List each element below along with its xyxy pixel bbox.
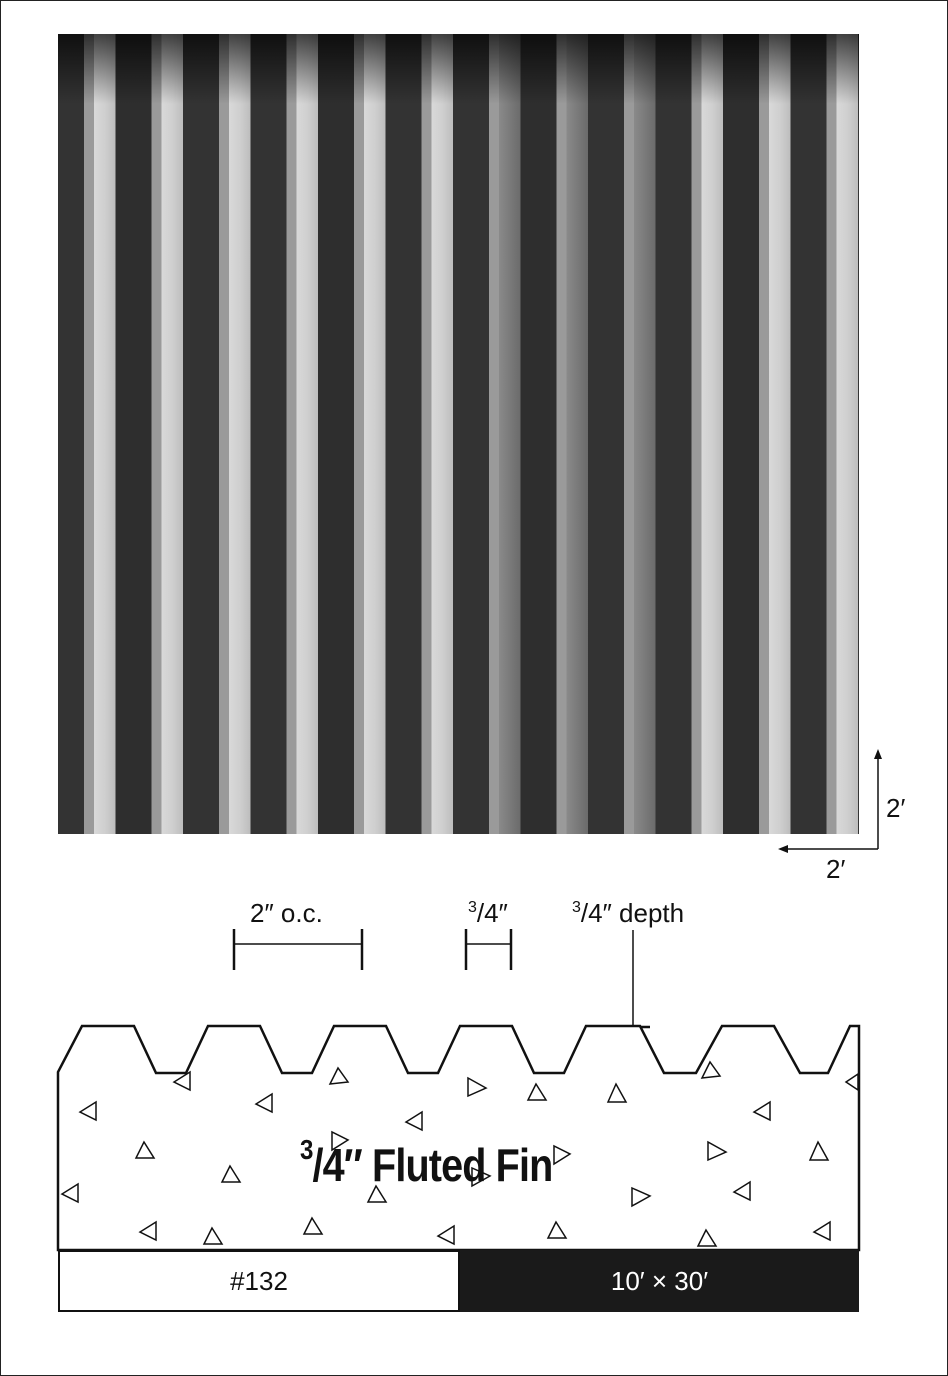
scale-arrows	[778, 749, 882, 853]
flute-face	[161, 34, 184, 834]
flute-groove	[385, 34, 422, 834]
flute-face	[566, 34, 589, 834]
texture-photo	[58, 34, 859, 834]
fluted-texture-image	[58, 34, 859, 834]
flute-face	[364, 34, 386, 834]
flute-side	[421, 34, 432, 834]
flute-groove	[250, 34, 287, 834]
flute-side	[556, 34, 567, 834]
flute-groove	[58, 34, 84, 834]
flute-face	[701, 34, 724, 834]
flute-face	[229, 34, 251, 834]
width-label: 3/4″	[468, 898, 508, 928]
title-text: /4″ Fluted Fin	[312, 1139, 554, 1191]
flute-side	[624, 34, 634, 834]
flute-groove	[453, 34, 489, 834]
flute-face	[836, 34, 859, 834]
flute-face	[499, 34, 521, 834]
flute-side	[354, 34, 364, 834]
flute-face	[769, 34, 791, 834]
spacing-label: 2″ o.c.	[250, 898, 323, 928]
flute-groove	[115, 34, 152, 834]
width-label-rest: /4″	[477, 898, 508, 928]
flute-groove	[318, 34, 354, 834]
width-label-num: 3	[468, 899, 477, 916]
depth-label-num: 3	[572, 899, 581, 916]
flute-face	[634, 34, 656, 834]
aggregate-symbols	[60, 1060, 859, 1247]
panel-size: 10′ × 30′	[460, 1250, 859, 1312]
flute-side	[84, 34, 94, 834]
flute-side	[286, 34, 297, 834]
flute-groove	[588, 34, 624, 834]
flute-groove	[655, 34, 692, 834]
flute-side	[826, 34, 837, 834]
scale-horizontal-label: 2′	[826, 854, 846, 884]
title-fraction-numerator: 3	[300, 1134, 313, 1165]
depth-label: 3/4″ depth	[572, 898, 684, 928]
flute-groove	[723, 34, 759, 834]
flute-side	[691, 34, 702, 834]
flute-side	[151, 34, 162, 834]
flute-side	[759, 34, 769, 834]
flute-face	[431, 34, 454, 834]
product-code: #132	[58, 1250, 460, 1312]
flute-groove	[790, 34, 827, 834]
product-title: 3/4″ Fluted Fin	[300, 1134, 554, 1192]
flute-face	[94, 34, 116, 834]
depth-label-rest: /4″ depth	[581, 898, 684, 928]
flute-groove	[183, 34, 219, 834]
flute-groove	[520, 34, 557, 834]
flute-side	[219, 34, 229, 834]
scale-vertical-label: 2′	[886, 793, 906, 823]
flute-groove	[858, 34, 859, 834]
profile-diagram: 2″ o.c. 3/4″ 3/4″ depth	[56, 898, 861, 1252]
flute-side	[489, 34, 499, 834]
fin-profile-outline	[56, 1024, 861, 1252]
flute-face	[296, 34, 319, 834]
